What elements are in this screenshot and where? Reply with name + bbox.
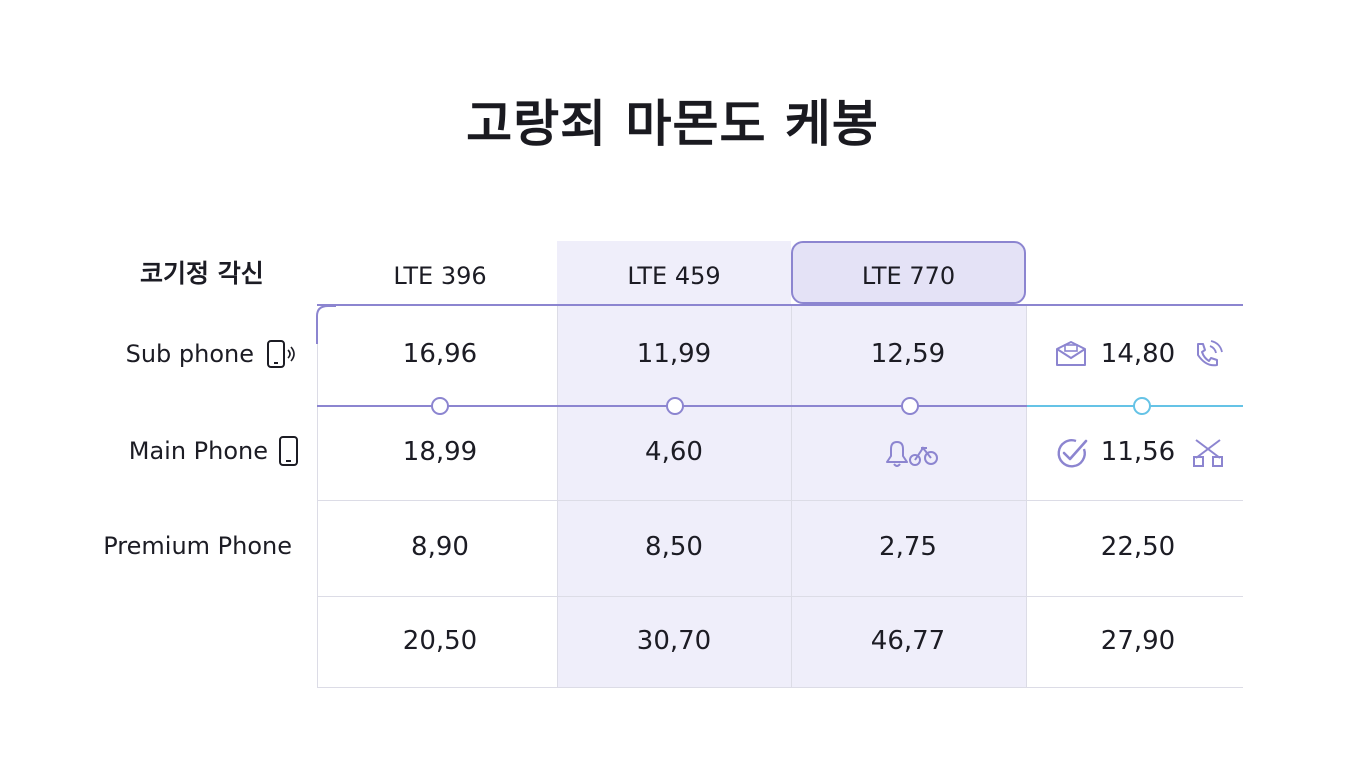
table-cell: 30,70 (636, 626, 712, 656)
table-cell: 11,56 (1100, 437, 1176, 467)
table-cell: 20,50 (402, 626, 478, 656)
column-header-highlight (791, 241, 1026, 304)
table-cell: 8,90 (411, 532, 469, 562)
table-cell: 16,96 (402, 339, 478, 369)
row-label-text: Sub phone (125, 340, 254, 368)
table-cell: 46,77 (870, 626, 946, 656)
row-label-empty (80, 622, 292, 662)
phone-signal-icon (267, 340, 295, 368)
table-cell: 11,99 (636, 339, 712, 369)
grid-line (317, 687, 1243, 688)
grid-line (557, 304, 558, 688)
check-circle-icon (1057, 439, 1088, 468)
grid-line (317, 340, 318, 688)
column-shade-lte-459 (557, 241, 791, 687)
row-label-premium-phone: Premium Phone (80, 526, 292, 566)
table-cell: 18,99 (402, 437, 478, 467)
timeline-node (431, 397, 449, 415)
row-timeline (317, 397, 1243, 415)
timeline-node (901, 397, 919, 415)
timeline-node (1133, 397, 1151, 415)
grid-line (317, 596, 1243, 597)
envelope-box-icon (1056, 341, 1086, 366)
table-cell: 14,80 (1100, 339, 1176, 369)
table-cell: 8,50 (645, 532, 703, 562)
phone-call-icon (1197, 340, 1223, 367)
column-header-lte-396[interactable]: LTE 396 (393, 262, 487, 290)
row-label-sub-phone: Sub phone (80, 334, 300, 374)
scissors-box-icon (1193, 439, 1223, 467)
table-cell: 4,60 (645, 437, 703, 467)
table-cell: 2,75 (879, 532, 937, 562)
table-corner-label: 코기정 각신 (140, 259, 264, 288)
row-label-text: Main Phone (128, 437, 268, 465)
phone-icon (279, 436, 298, 466)
timeline-node (666, 397, 684, 415)
page-title: 고랑죄 마몬도 케봉 (466, 95, 879, 153)
column-shade-lte-770 (791, 304, 1026, 687)
grid-line (791, 304, 792, 688)
table-cell: 12,59 (870, 339, 946, 369)
grid-line (317, 500, 1243, 501)
column-header-lte-770[interactable]: LTE 770 (861, 262, 956, 290)
table-cell: 27,90 (1100, 626, 1176, 656)
row-label-main-phone: Main Phone (80, 431, 300, 471)
table-corner-bracket (316, 305, 336, 344)
grid-line (317, 304, 1243, 306)
row-label-text: Premium Phone (103, 532, 292, 560)
table-cell: 22,50 (1100, 532, 1176, 562)
grid-line (1026, 304, 1027, 688)
bell-bike-icon (886, 441, 938, 467)
column-header-lte-459[interactable]: LTE 459 (627, 262, 721, 290)
